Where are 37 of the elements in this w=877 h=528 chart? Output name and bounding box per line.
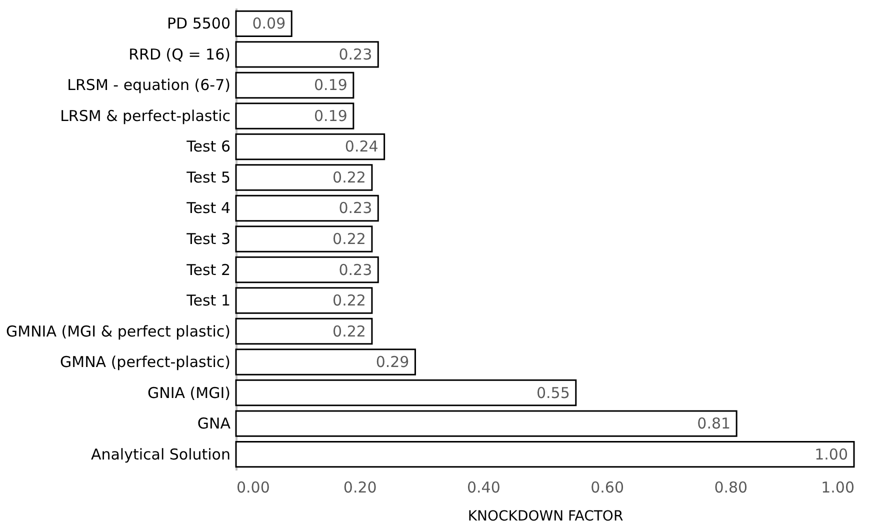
data-label: 0.22: [332, 168, 366, 186]
x-tick-label: 0.80: [714, 478, 748, 496]
y-tick-label: Test 1: [186, 292, 230, 310]
data-label: 0.19: [314, 106, 348, 125]
y-tick-label: LRSM - equation (6-7): [67, 76, 230, 94]
x-tick-label: 1.00: [821, 478, 854, 496]
data-label: 0.09: [252, 14, 286, 33]
data-label: 0.29: [376, 353, 410, 372]
y-tick-label: Analytical Solution: [90, 445, 230, 464]
data-label: 1.00: [814, 445, 848, 464]
y-tick-label: Test 4: [186, 199, 230, 218]
data-label: 0.23: [338, 199, 372, 218]
y-tick-label: GMNA (perfect-plastic): [60, 353, 230, 372]
y-tick-label: RRD (Q = 16): [128, 45, 230, 64]
y-tick-label: Test 5: [186, 168, 230, 186]
data-label: 0.19: [314, 76, 348, 94]
x-tick-label: 0.00: [236, 478, 270, 496]
x-tick-label: 0.60: [590, 478, 624, 496]
y-tick-label: GNIA (MGI): [148, 384, 230, 402]
data-label: 0.22: [332, 322, 366, 340]
data-label: 0.55: [536, 384, 570, 402]
x-axis-title: KNOCKDOWN FACTOR: [468, 508, 624, 524]
data-label: 0.23: [338, 260, 372, 279]
y-tick-label: Test 3: [186, 230, 230, 248]
data-label: 0.22: [332, 230, 366, 248]
x-tick-label: 0.20: [343, 478, 377, 496]
y-tick-label: Test 6: [186, 138, 230, 156]
y-tick-label: LRSM & perfect-plastic: [60, 106, 230, 125]
data-label: 0.22: [332, 292, 366, 310]
data-label: 0.23: [338, 45, 372, 64]
data-label: 0.24: [344, 138, 378, 156]
x-tick-label: 0.40: [466, 478, 500, 496]
data-label: 0.81: [697, 414, 731, 433]
y-tick-label: GNA: [197, 414, 232, 433]
y-tick-label: Test 2: [186, 260, 230, 279]
y-tick-label: PD 5500: [166, 14, 230, 33]
y-tick-label: GMNIA (MGI & perfect plastic): [6, 322, 230, 340]
